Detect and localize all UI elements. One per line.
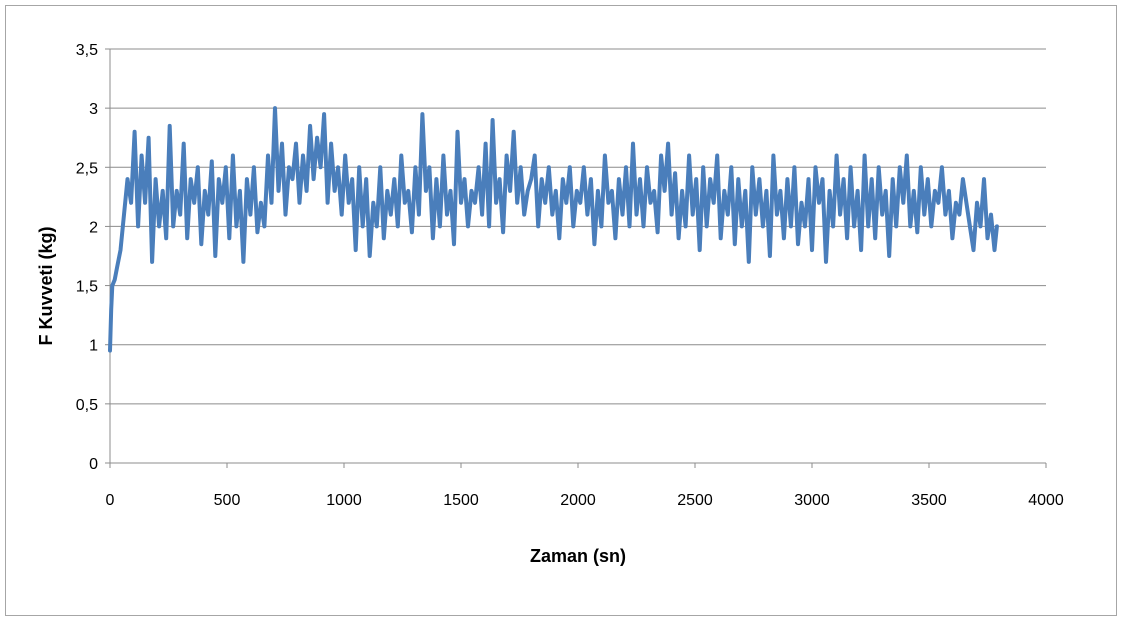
x-tick-label: 0 [106,492,115,509]
y-tick-label: 0 [89,456,98,473]
y-tick-label: 1 [89,338,98,355]
x-tick-label: 2500 [677,492,713,509]
y-tick-label: 3 [89,101,98,118]
x-tick-label: 3500 [911,492,947,509]
y-tick-label: 3,5 [76,42,98,59]
x-tick-label: 500 [214,492,241,509]
y-tick-labels: 0 0,5 1 1,5 2 2,5 3 3,5 [76,42,98,473]
y-tick-label: 1,5 [76,279,98,296]
axes [105,48,1047,468]
gridlines [110,48,1046,405]
x-tick-label: 1500 [443,492,479,509]
x-tick-label: 1000 [326,492,362,509]
y-tick-label: 2,5 [76,160,98,177]
x-tick-label: 2000 [560,492,596,509]
x-axis-title: Zaman (sn) [530,546,626,566]
series-layer [108,106,999,353]
x-tick-labels: 0 500 1000 1500 2000 2500 3000 3500 4000 [106,492,1064,509]
y-tick-label: 0,5 [76,397,98,414]
chart-frame [5,5,1117,616]
y-axis-title: F Kuvveti (kg) [36,226,56,345]
series-line [108,106,999,353]
x-tick-label: 3000 [794,492,830,509]
x-tick-label: 4000 [1028,492,1064,509]
y-tick-label: 2 [89,219,98,236]
